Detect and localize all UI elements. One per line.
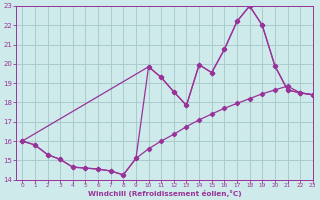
X-axis label: Windchill (Refroidissement éolien,°C): Windchill (Refroidissement éolien,°C) bbox=[88, 190, 241, 197]
